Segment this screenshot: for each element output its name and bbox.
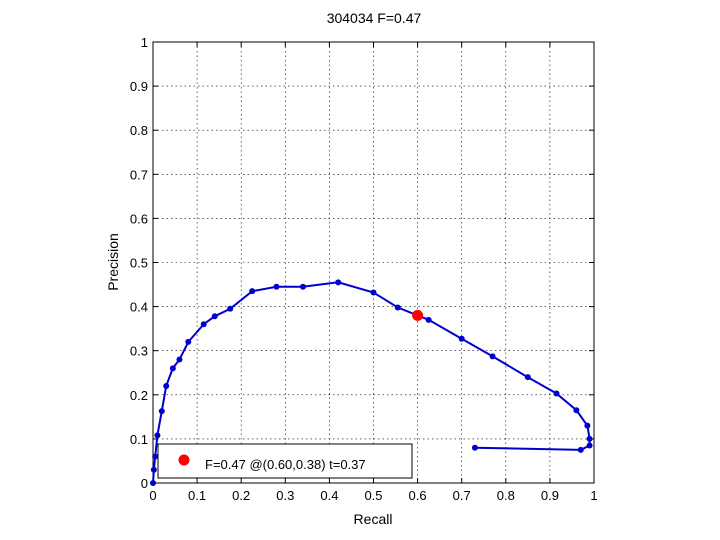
y-tick-label: 0 xyxy=(141,476,148,491)
x-tick-label: 0.5 xyxy=(364,488,382,503)
data-point xyxy=(169,365,176,372)
data-point xyxy=(370,289,377,296)
data-point xyxy=(584,422,591,429)
data-point xyxy=(185,338,192,345)
data-point xyxy=(163,382,170,389)
data-point xyxy=(577,446,584,453)
data-point xyxy=(586,435,593,442)
x-tick-label: 0 xyxy=(149,488,156,503)
x-tick-label: 0.7 xyxy=(453,488,471,503)
x-tick-label: 0.3 xyxy=(276,488,294,503)
plot-frame xyxy=(152,41,595,484)
data-point xyxy=(573,407,580,414)
data-point xyxy=(273,283,280,290)
y-tick-label: 1 xyxy=(141,35,148,50)
data-point xyxy=(154,432,161,439)
chart-title: 304034 F=0.47 xyxy=(327,10,422,26)
data-point xyxy=(152,453,159,460)
data-point xyxy=(489,353,496,360)
legend: F=0.47 @(0.60,0.38) t=0.37 xyxy=(157,443,413,479)
y-tick-label: 0.6 xyxy=(130,211,148,226)
x-tick-label: 0.8 xyxy=(497,488,515,503)
series-layer xyxy=(150,279,593,486)
y-tick-label: 0.3 xyxy=(130,344,148,359)
data-point xyxy=(586,442,593,449)
legend-marker xyxy=(178,454,190,466)
data-point xyxy=(458,335,465,342)
legend-label: F=0.47 @(0.60,0.38) t=0.37 xyxy=(205,457,366,472)
data-point xyxy=(553,390,560,397)
x-axis-label: Recall xyxy=(354,511,393,527)
best-point-layer xyxy=(412,309,424,321)
x-tick-label: 0.4 xyxy=(320,488,338,503)
y-tick-label: 0.1 xyxy=(130,432,148,447)
data-point xyxy=(227,305,234,312)
grid xyxy=(153,42,594,483)
data-point xyxy=(524,374,531,381)
x-tick-label: 0.9 xyxy=(541,488,559,503)
data-point xyxy=(394,304,401,311)
data-point xyxy=(425,316,432,323)
y-tick-label: 0.5 xyxy=(130,256,148,271)
x-tick-label: 0.6 xyxy=(409,488,427,503)
x-tick-label: 1 xyxy=(590,488,597,503)
data-point xyxy=(249,288,256,295)
x-tick-label: 0.1 xyxy=(188,488,206,503)
y-tick-label: 0.2 xyxy=(130,388,148,403)
legend-box xyxy=(157,443,413,479)
best-f-point xyxy=(412,309,424,321)
data-point xyxy=(299,283,306,290)
x-tick-labels: 0 0.1 0.2 0.3 0.4 0.5 0.6 0.7 0.8 0.9 1 xyxy=(149,488,597,503)
y-tick-label: 0.9 xyxy=(130,79,148,94)
x-tick-label: 0.2 xyxy=(232,488,250,503)
data-point xyxy=(150,466,157,473)
data-point xyxy=(335,279,342,286)
y-axis-label: Precision xyxy=(105,233,121,291)
data-point xyxy=(200,321,207,328)
data-point xyxy=(471,444,478,451)
y-tick-label: 0.7 xyxy=(130,167,148,182)
data-point xyxy=(158,408,165,415)
data-point xyxy=(176,356,183,363)
data-point xyxy=(211,313,218,320)
y-tick-label: 0.4 xyxy=(130,300,148,315)
data-point xyxy=(150,480,156,486)
y-tick-labels: 0 0.1 0.2 0.3 0.4 0.5 0.6 0.7 0.8 0.9 1 xyxy=(130,35,148,491)
y-tick-label: 0.8 xyxy=(130,123,148,138)
